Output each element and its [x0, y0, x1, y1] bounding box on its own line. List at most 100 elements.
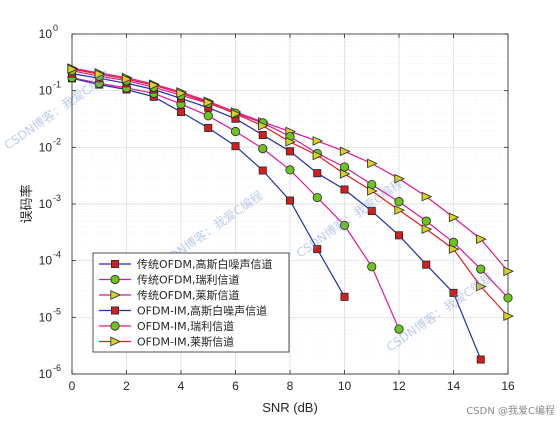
data-point [421, 224, 433, 234]
data-point [149, 80, 160, 90]
data-point [312, 192, 322, 203]
x-tick-label: 0 [69, 379, 76, 393]
y-tick-exponent: -5 [53, 306, 61, 316]
y-tick-exponent: -6 [53, 363, 61, 373]
grid [71, 34, 509, 375]
data-point [285, 147, 294, 156]
data-point [394, 231, 403, 240]
y-tick-exponent: -1 [53, 80, 61, 90]
y-tick-label: 10 [39, 367, 53, 381]
data-point [421, 191, 433, 202]
data-point [258, 166, 267, 175]
legend-marker [111, 306, 120, 315]
data-point [94, 69, 106, 80]
watermark-text: CSDN博客：我爱C编程 [383, 270, 495, 355]
y-tick-exponent: -4 [53, 250, 61, 260]
data-point [312, 136, 324, 146]
data-point [339, 169, 351, 179]
data-point [476, 281, 487, 292]
data-point [339, 146, 351, 157]
data-point [503, 311, 514, 321]
legend-label: OFDM-IM,高斯白噪声信道 [137, 304, 267, 318]
data-point [394, 197, 404, 207]
legend-label: 传统OFDM,高斯白噪声信道 [137, 257, 272, 271]
data-point [313, 245, 322, 254]
x-tick-label: 16 [501, 379, 515, 393]
data-point [367, 186, 378, 196]
x-tick-label: 6 [232, 379, 239, 393]
data-point [448, 244, 460, 254]
data-point [340, 185, 349, 194]
x-tick-label: 10 [338, 379, 352, 393]
data-point [203, 111, 213, 121]
legend-label: 传统OFDM,莱斯信道 [137, 288, 239, 302]
series-lines [67, 63, 514, 364]
x-tick-label: 4 [178, 379, 185, 393]
x-tick-label: 8 [287, 379, 294, 393]
data-point [367, 158, 378, 169]
legend-marker [111, 259, 120, 268]
data-point [203, 97, 215, 108]
legend-marker [110, 290, 121, 300]
legend-marker [110, 336, 121, 347]
x-tick-label: 12 [392, 379, 406, 393]
data-point [231, 142, 240, 151]
data-point [176, 108, 185, 117]
legend-marker [110, 274, 120, 285]
legend-entry: OFDM-IM,莱斯信道 [99, 335, 234, 349]
legend-entry: OFDM-IM,瑞利信道 [99, 319, 234, 333]
data-point [258, 143, 268, 154]
data-point [476, 264, 486, 274]
watermark-text: CSDN博客：我爱C编程 [293, 176, 405, 261]
data-point [421, 216, 431, 226]
y-axis-title: 误码率 [19, 184, 34, 223]
data-point [367, 262, 377, 272]
data-point [503, 293, 513, 303]
data-point [449, 288, 458, 297]
data-point [258, 131, 267, 140]
series-6 [67, 64, 514, 321]
data-point [340, 292, 349, 301]
legend-entry: 传统OFDM,瑞利信道 [99, 273, 239, 287]
legend-label: OFDM-IM,瑞利信道 [137, 319, 234, 333]
data-point [285, 165, 295, 175]
data-point [503, 266, 514, 277]
data-point [230, 126, 241, 137]
data-point [422, 260, 431, 269]
legend-label: 传统OFDM,瑞利信道 [137, 273, 239, 287]
data-point [67, 64, 78, 74]
data-point [204, 123, 213, 132]
data-point [285, 137, 296, 147]
legend-entry: 传统OFDM,高斯白噪声信道 [99, 257, 272, 271]
data-point [258, 120, 269, 131]
y-tick-label: 10 [39, 84, 53, 98]
y-tick-label: 10 [39, 140, 53, 154]
x-tick-label: 2 [123, 379, 130, 393]
data-point [394, 173, 405, 184]
legend-box [92, 252, 290, 353]
data-point [176, 88, 187, 99]
data-point [121, 74, 133, 84]
data-point [230, 109, 242, 119]
y-tick-exponent: -2 [53, 136, 61, 146]
data-point [367, 207, 376, 216]
legend-marker [110, 321, 120, 331]
y-tick-label: 10 [39, 27, 53, 41]
data-point [312, 150, 324, 161]
data-point [448, 212, 460, 223]
data-point [476, 355, 485, 364]
y-tick-label: 10 [39, 310, 53, 324]
y-tick-exponent: 0 [53, 23, 58, 33]
series-line [71, 73, 482, 360]
data-point [394, 205, 405, 215]
legend-entry: 传统OFDM,莱斯信道 [99, 288, 239, 302]
data-point [339, 220, 350, 230]
data-point [476, 234, 487, 244]
x-axis-title: SNR (dB) [262, 400, 318, 415]
y-tick-label: 10 [39, 197, 53, 211]
data-point [394, 324, 404, 334]
